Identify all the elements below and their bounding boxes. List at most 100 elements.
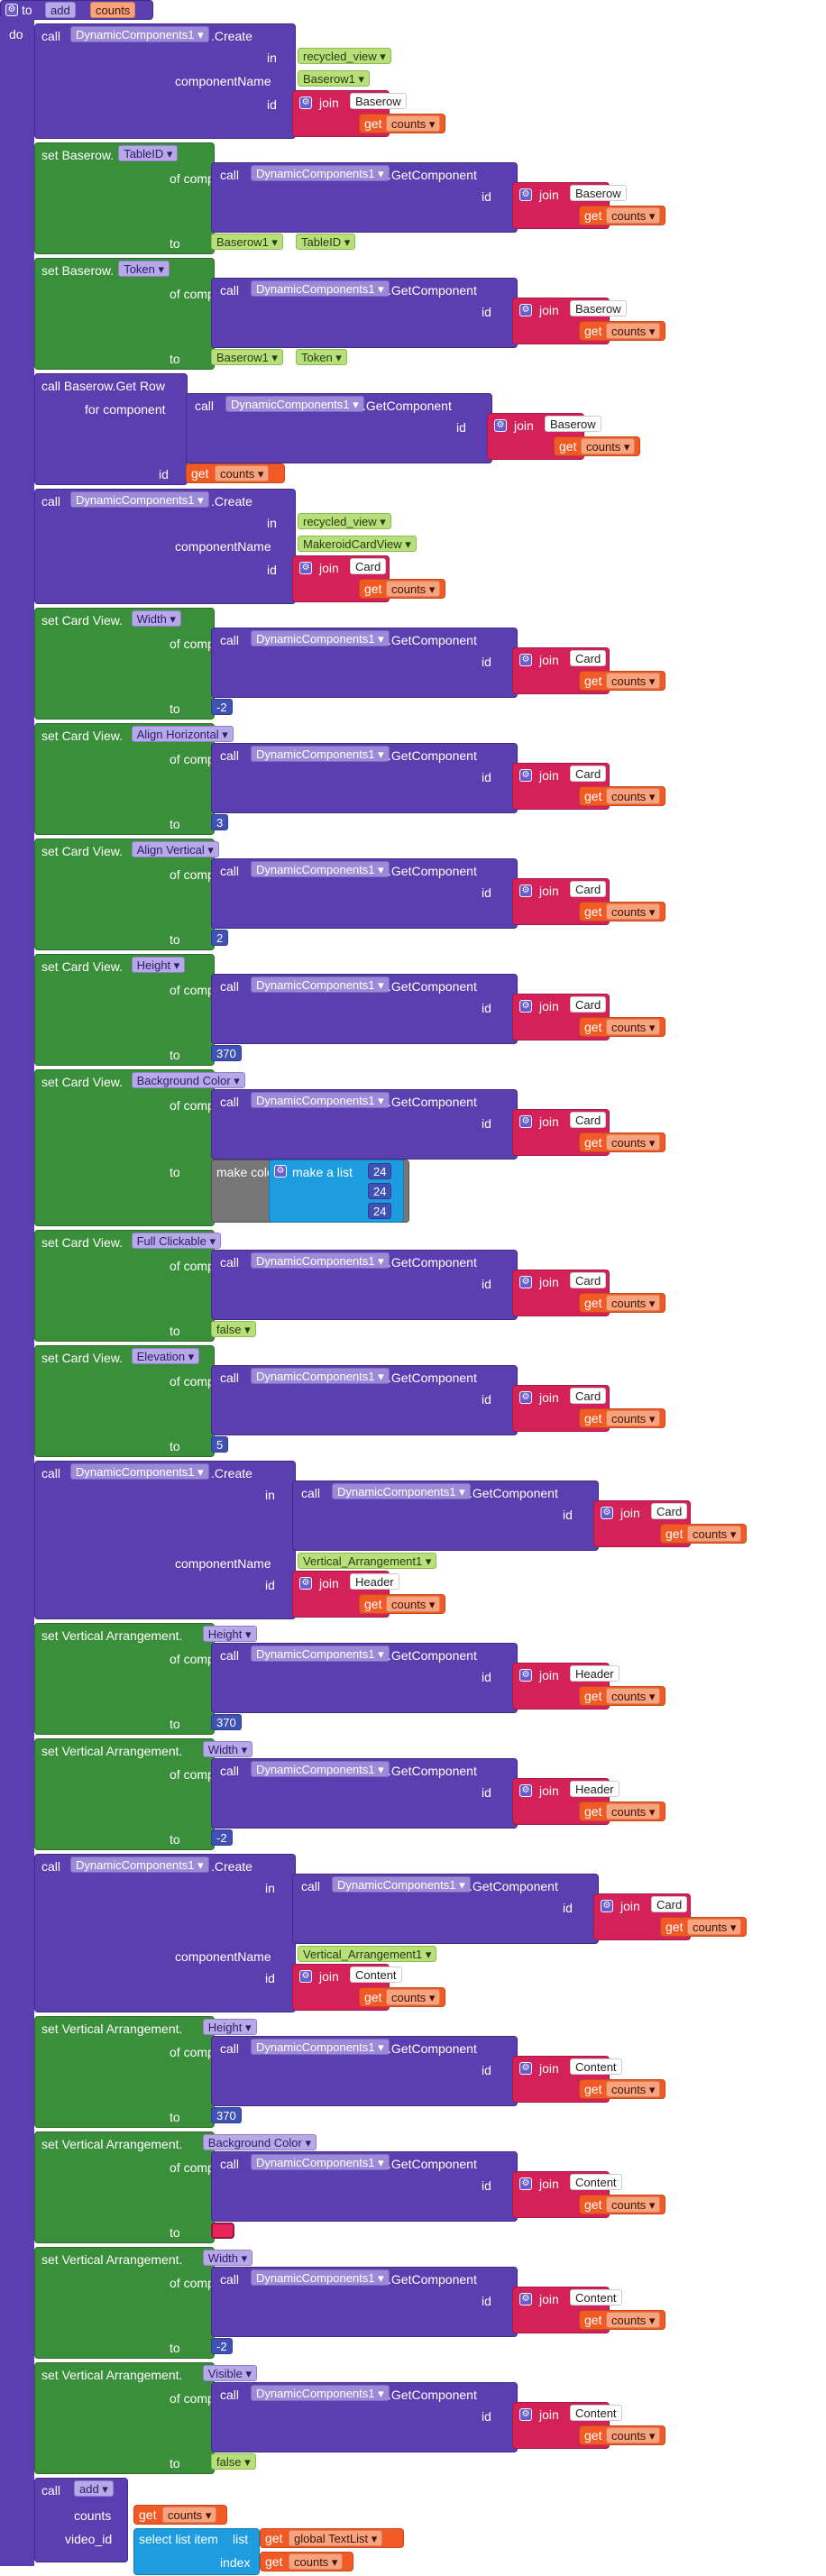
text-literal[interactable]: Card xyxy=(570,650,607,666)
variable-dropdown[interactable]: counts ▾ xyxy=(386,581,441,597)
mutator-gear-icon[interactable]: ⚙ xyxy=(519,304,532,316)
mutator-gear-icon[interactable]: ⚙ xyxy=(519,1000,532,1013)
variable-dropdown[interactable]: counts ▾ xyxy=(386,1596,441,1612)
variable-dropdown[interactable]: counts ▾ xyxy=(687,1919,742,1935)
text-literal[interactable]: Card xyxy=(350,558,387,574)
in-dropdown[interactable]: recycled_view ▾ xyxy=(298,48,391,64)
mutator-gear-icon[interactable]: ⚙ xyxy=(519,2062,532,2075)
variable-dropdown[interactable]: counts ▾ xyxy=(606,207,661,224)
variable-dropdown[interactable]: counts ▾ xyxy=(606,1019,661,1035)
call-create-block[interactable] xyxy=(34,23,296,139)
text-literal[interactable]: Card xyxy=(570,1388,607,1404)
property-dropdown[interactable]: Background Color ▾ xyxy=(202,2134,317,2150)
color-swatch[interactable] xyxy=(211,2223,234,2239)
property-dropdown[interactable]: Height ▾ xyxy=(202,1626,257,1642)
component-dropdown[interactable]: DynamicComponents1 ▾ xyxy=(70,1856,209,1873)
mutator-gear-icon[interactable]: ⚙ xyxy=(601,1507,613,1519)
mutator-gear-icon[interactable]: ⚙ xyxy=(494,419,507,432)
component-dropdown[interactable]: DynamicComponents1 ▾ xyxy=(251,2154,390,2170)
call-create-block[interactable] xyxy=(34,1854,296,2012)
in-dropdown[interactable]: recycled_view ▾ xyxy=(298,513,391,529)
text-literal[interactable]: Card xyxy=(570,996,607,1013)
mutator-gear-icon[interactable]: ⚙ xyxy=(519,1669,532,1682)
set-property-block[interactable] xyxy=(34,2131,215,2243)
text-literal[interactable]: Content xyxy=(570,2405,622,2421)
number-literal[interactable]: 370 xyxy=(211,1045,242,1061)
parameter-name[interactable]: counts xyxy=(90,2,136,18)
number-literal[interactable]: -2 xyxy=(211,699,233,715)
component-dropdown[interactable]: Baserow1 ▾ xyxy=(211,349,283,365)
component-dropdown[interactable]: DynamicComponents1 ▾ xyxy=(251,1092,390,1108)
variable-dropdown[interactable]: counts ▾ xyxy=(606,323,661,339)
property-dropdown[interactable]: TableID ▾ xyxy=(296,234,356,250)
number-literal[interactable]: 24 xyxy=(368,1203,392,1219)
mutator-gear-icon[interactable]: ⚙ xyxy=(519,2177,532,2190)
variable-dropdown[interactable]: global TextList ▾ xyxy=(289,2530,383,2546)
component-type-dropdown[interactable]: Vertical_Arrangement1 ▾ xyxy=(298,1946,437,1962)
boolean-dropdown[interactable]: false ▾ xyxy=(211,1321,256,1337)
call-create-block[interactable] xyxy=(34,1461,296,1619)
mutator-gear-icon[interactable]: ⚙ xyxy=(519,885,532,897)
set-property-block[interactable] xyxy=(34,2362,215,2474)
text-literal[interactable]: Content xyxy=(350,1966,402,1983)
text-literal[interactable]: Card xyxy=(570,1272,607,1288)
variable-dropdown[interactable]: counts ▾ xyxy=(606,1410,661,1426)
variable-dropdown[interactable]: counts ▾ xyxy=(581,438,636,454)
property-dropdown[interactable]: Align Horizontal ▾ xyxy=(131,726,234,742)
text-literal[interactable]: Content xyxy=(570,2058,622,2075)
property-dropdown[interactable]: Width ▾ xyxy=(131,610,181,627)
mutator-gear-icon[interactable]: ⚙ xyxy=(299,562,312,574)
text-literal[interactable]: Card xyxy=(651,1503,688,1519)
call-getcomponent-block[interactable] xyxy=(211,162,518,233)
component-dropdown[interactable]: DynamicComponents1 ▾ xyxy=(70,1463,209,1480)
component-type-dropdown[interactable]: Vertical_Arrangement1 ▾ xyxy=(298,1553,437,1569)
property-dropdown[interactable]: TableID ▾ xyxy=(118,145,179,161)
boolean-dropdown[interactable]: false ▾ xyxy=(211,2453,256,2470)
variable-dropdown[interactable]: counts ▾ xyxy=(386,1989,441,2005)
component-dropdown[interactable]: DynamicComponents1 ▾ xyxy=(70,491,209,508)
procedure-dropdown[interactable]: add ▾ xyxy=(74,2480,114,2497)
property-dropdown[interactable]: Visible ▾ xyxy=(202,2365,257,2381)
text-literal[interactable]: Header xyxy=(570,1665,620,1682)
set-property-block[interactable] xyxy=(34,1738,215,1850)
component-dropdown[interactable]: DynamicComponents1 ▾ xyxy=(251,280,390,297)
mutator-gear-icon[interactable]: ⚙ xyxy=(519,769,532,782)
variable-dropdown[interactable]: counts ▾ xyxy=(687,1526,742,1542)
text-literal[interactable]: Content xyxy=(570,2174,622,2190)
component-dropdown[interactable]: DynamicComponents1 ▾ xyxy=(251,2269,390,2286)
mutator-gear-icon[interactable]: ⚙ xyxy=(299,96,312,109)
property-dropdown[interactable]: Align Vertical ▾ xyxy=(131,841,219,857)
component-dropdown[interactable]: DynamicComponents1 ▾ xyxy=(332,1876,471,1893)
mutator-gear-icon[interactable]: ⚙ xyxy=(519,654,532,666)
number-literal[interactable]: -2 xyxy=(211,1829,233,1846)
variable-dropdown[interactable]: counts ▾ xyxy=(386,115,441,132)
set-property-block[interactable] xyxy=(34,1623,215,1735)
property-dropdown[interactable]: Background Color ▾ xyxy=(131,1072,245,1088)
variable-dropdown[interactable]: counts ▾ xyxy=(606,2081,661,2097)
text-literal[interactable]: Content xyxy=(570,2289,622,2306)
component-dropdown[interactable]: DynamicComponents1 ▾ xyxy=(251,976,390,993)
component-type-dropdown[interactable]: MakeroidCardView ▾ xyxy=(298,536,417,552)
mutator-gear-icon[interactable]: ⚙ xyxy=(519,188,532,201)
text-literal[interactable]: Baserow xyxy=(350,93,407,109)
text-literal[interactable]: Card xyxy=(570,1112,607,1128)
mutator-gear-icon[interactable]: ⚙ xyxy=(299,1577,312,1590)
procedure-name[interactable]: add xyxy=(45,2,76,18)
component-dropdown[interactable]: DynamicComponents1 ▾ xyxy=(251,1368,390,1384)
property-dropdown[interactable]: Elevation ▾ xyxy=(131,1348,200,1364)
component-dropdown[interactable]: Baserow1 ▾ xyxy=(211,234,283,250)
mutator-gear-icon[interactable]: ⚙ xyxy=(519,2408,532,2421)
mutator-gear-icon[interactable]: ⚙ xyxy=(519,1276,532,1288)
mutator-gear-icon[interactable]: ⚙ xyxy=(299,1970,312,1983)
component-dropdown[interactable]: DynamicComponents1 ▾ xyxy=(251,746,390,762)
number-literal[interactable]: 3 xyxy=(211,814,229,830)
number-literal[interactable]: -2 xyxy=(211,2338,233,2354)
text-literal[interactable]: Header xyxy=(350,1573,399,1590)
component-dropdown[interactable]: DynamicComponents1 ▾ xyxy=(332,1483,471,1499)
set-property-block[interactable] xyxy=(34,608,215,720)
component-dropdown[interactable]: DynamicComponents1 ▾ xyxy=(225,396,364,412)
variable-dropdown[interactable]: counts ▾ xyxy=(606,1134,661,1150)
variable-dropdown[interactable]: counts ▾ xyxy=(606,903,661,920)
number-literal[interactable]: 24 xyxy=(368,1183,392,1199)
variable-dropdown[interactable]: counts ▾ xyxy=(606,2427,661,2443)
